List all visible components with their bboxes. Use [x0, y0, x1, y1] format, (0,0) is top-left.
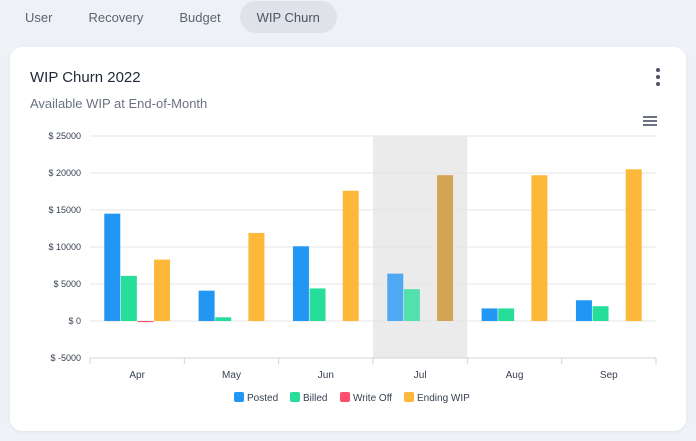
wip-churn-chart: $ 25000 $ 20000 $ 15000 $ 10000 $ 5000 $ 0 $ -…	[48, 131, 657, 404]
bar-billed-aug	[498, 308, 515, 321]
tab-user[interactable]: User	[25, 9, 53, 25]
tab-bar: User Recovery Budget WIP Churn	[8, 1, 337, 33]
x-tick-label-jun: Jun	[318, 370, 334, 381]
card-subtitle: Available WIP at End-of-Month	[30, 96, 208, 111]
hamburger-menu-icon[interactable]	[643, 115, 657, 127]
y-tick-label: $ 0	[68, 316, 81, 326]
bar-highlight-overlay	[437, 175, 454, 321]
bar-posted-jul	[387, 273, 404, 321]
bar-billed-jun	[309, 288, 326, 321]
tab-budget[interactable]: Budget	[179, 9, 221, 25]
x-tick-label-sep: Sep	[600, 370, 618, 381]
x-tick-label-aug: Aug	[506, 370, 524, 381]
bar-posted-apr	[104, 213, 121, 321]
x-tick-label-may: May	[222, 370, 241, 381]
y-tick-label: $ 10000	[48, 242, 81, 252]
legend-swatch-billed	[290, 392, 300, 402]
legend-label-write-off: Write Off	[353, 393, 392, 404]
bar-billed-apr	[120, 275, 137, 321]
legend-label-ending-wip: Ending WIP	[417, 393, 470, 404]
bar-billed-may	[215, 317, 232, 321]
bar-ending-wip-jul	[437, 175, 454, 321]
bar-write-off-apr	[137, 321, 154, 323]
y-tick-label: $ 25000	[48, 131, 81, 141]
y-tick-label: $ 5000	[53, 279, 81, 289]
bar-ending-wip-may	[248, 232, 265, 321]
more-vertical-icon[interactable]	[650, 67, 666, 87]
bar-billed-sep	[592, 306, 609, 321]
wip-churn-card: WIP Churn 2022 Available WIP at End-of-M…	[10, 47, 686, 431]
bar-ending-wip-jun	[342, 190, 359, 321]
legend-label-billed: Billed	[303, 393, 327, 404]
bar-ending-wip-apr	[154, 259, 171, 321]
legend-swatch-write-off	[340, 392, 350, 402]
bar-ending-wip-sep	[625, 169, 642, 321]
y-tick-label: $ 20000	[48, 168, 81, 178]
bar-posted-sep	[575, 300, 592, 321]
tab-recovery[interactable]: Recovery	[88, 9, 144, 25]
card-title: WIP Churn 2022	[30, 69, 141, 86]
bar-posted-aug	[481, 308, 498, 321]
bar-ending-wip-aug	[531, 175, 548, 321]
bar-billed-jul	[403, 289, 420, 321]
bar-posted-may	[198, 290, 215, 321]
bar-posted-jun	[292, 246, 309, 321]
x-tick-label-jul: Jul	[414, 370, 427, 381]
y-tick-label: $ 15000	[48, 205, 81, 215]
tab-wip-churn[interactable]: WIP Churn	[239, 1, 337, 33]
x-tick-label-apr: Apr	[129, 370, 145, 381]
y-tick-label: $ -5000	[50, 353, 81, 363]
legend-swatch-posted	[234, 392, 244, 402]
legend-label-posted: Posted	[247, 393, 278, 404]
legend-swatch-ending-wip	[404, 392, 414, 402]
